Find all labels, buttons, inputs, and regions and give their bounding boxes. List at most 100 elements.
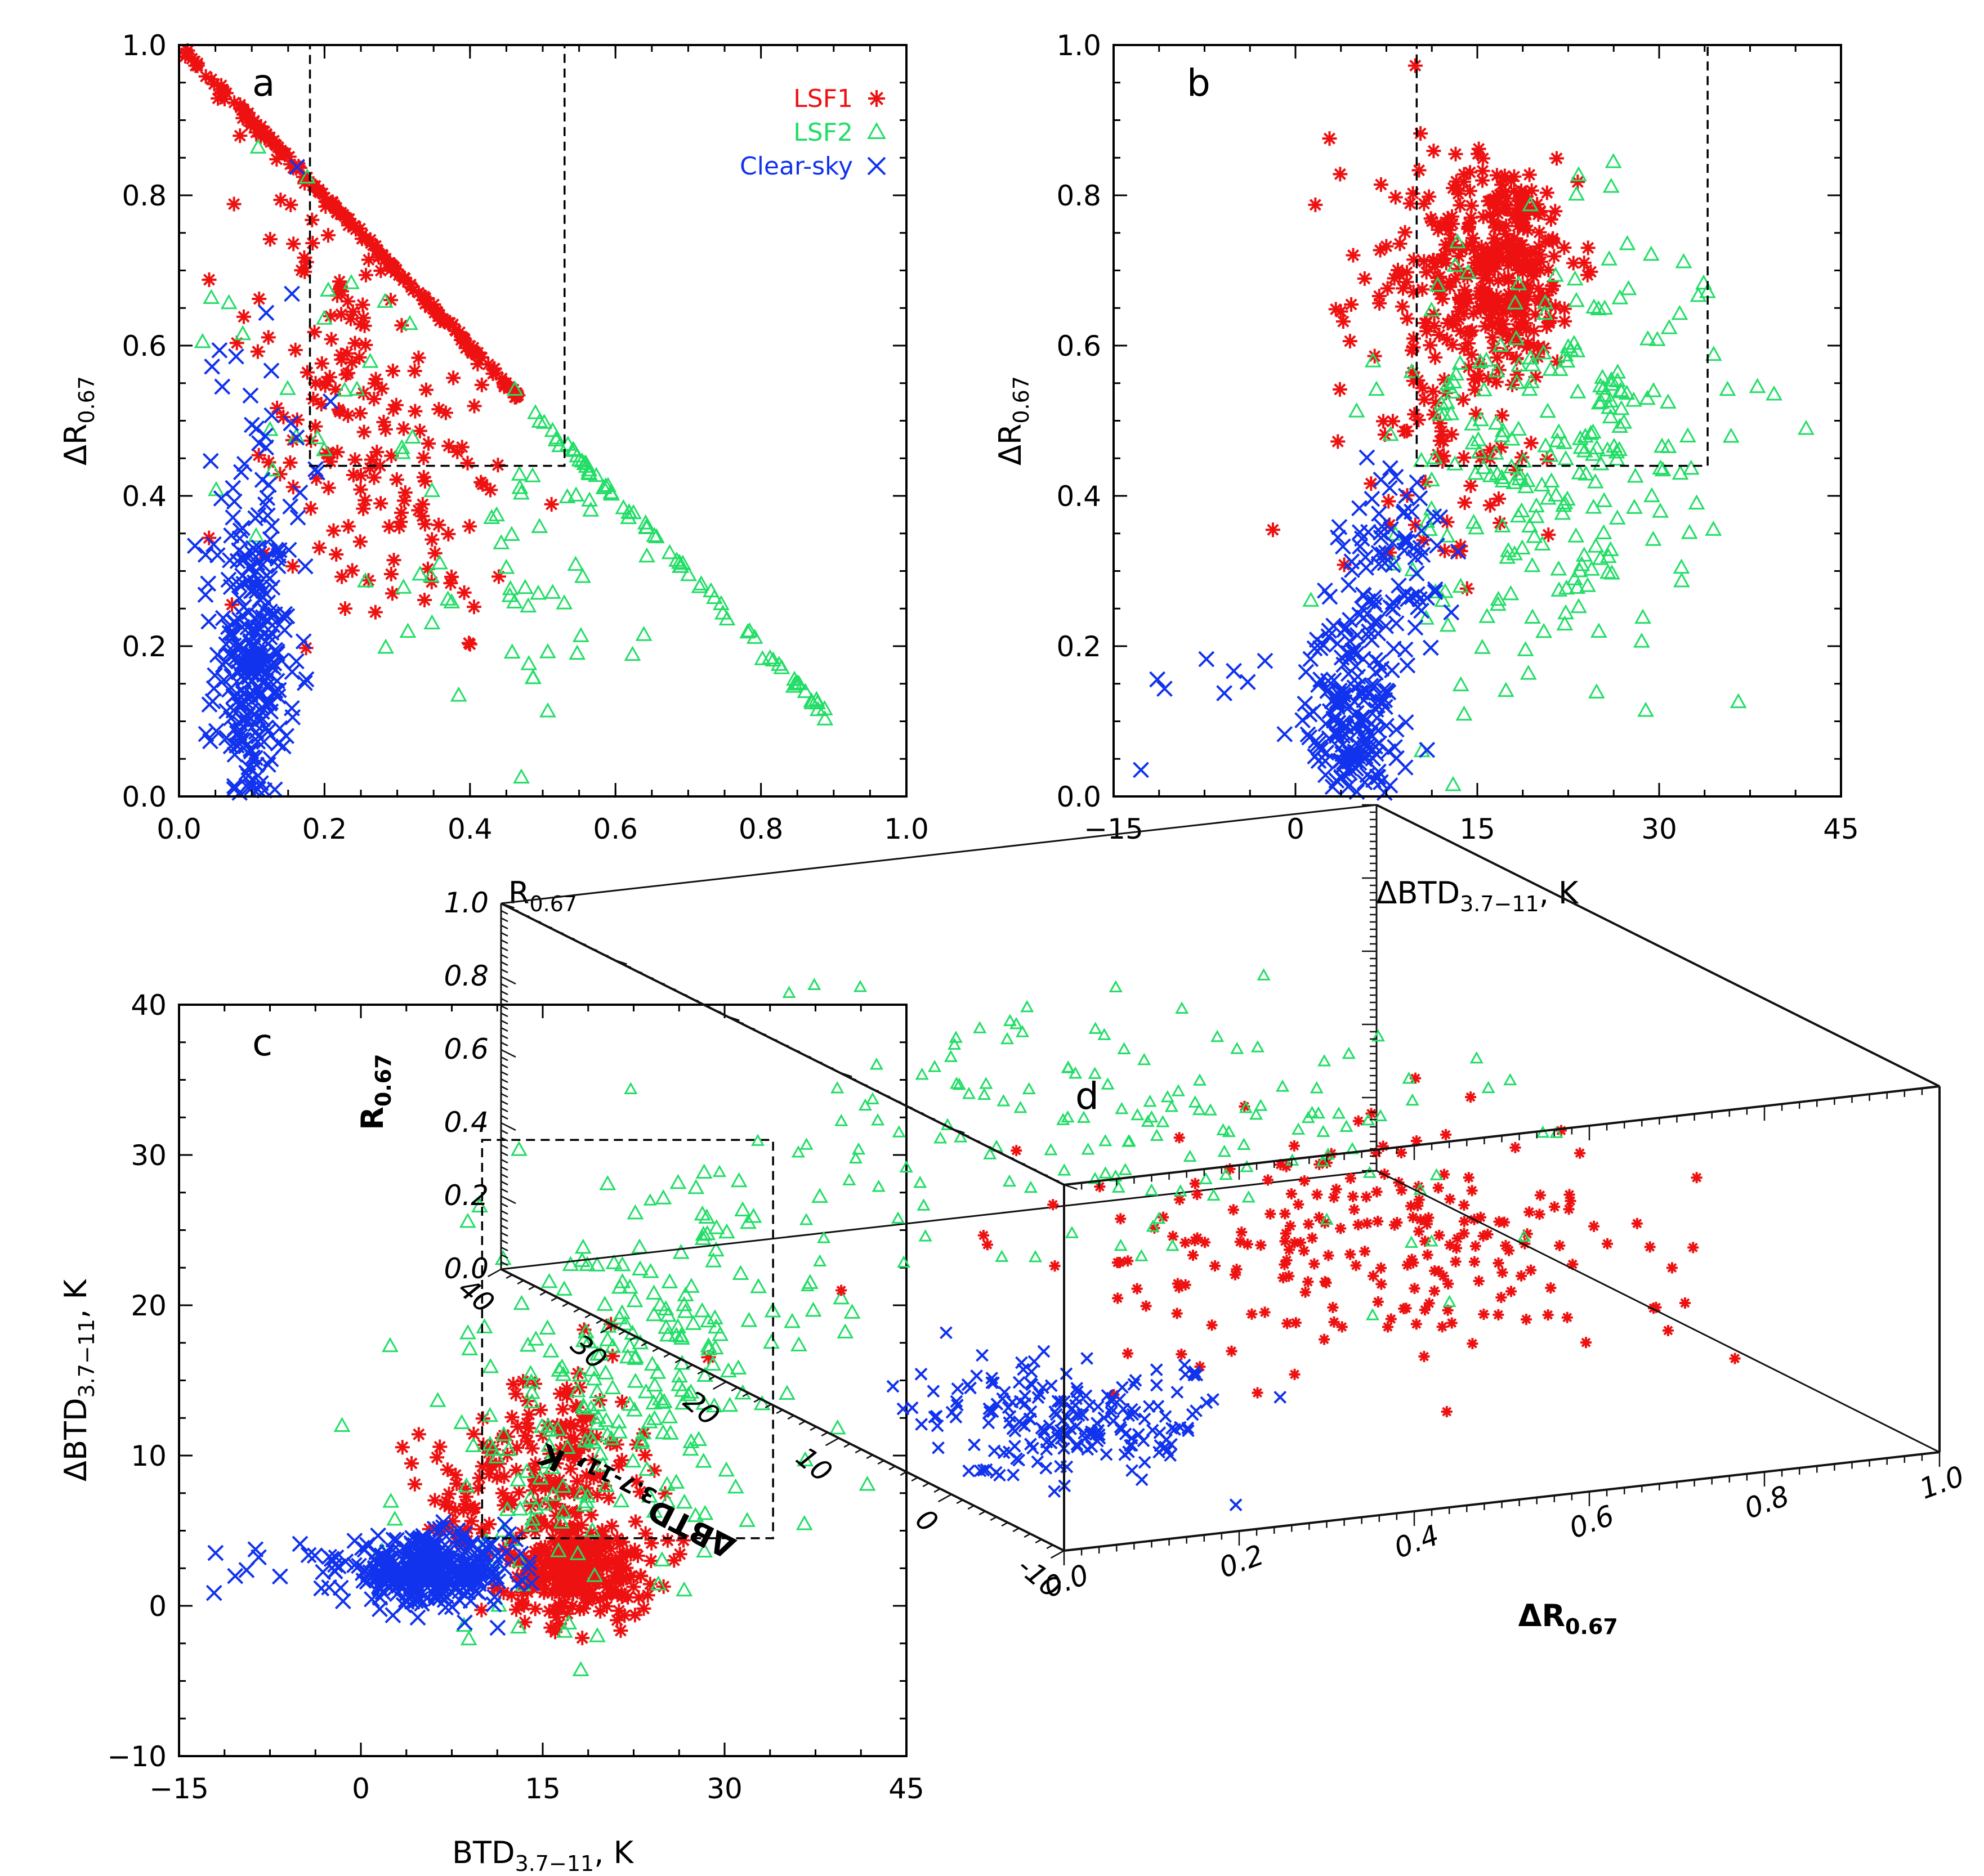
panel-b-point-lsf1-375 — [1407, 58, 1423, 73]
panel-b-point-lsf2-210 — [1513, 539, 1531, 554]
panel-c-y-axis-label: ΔBTD3.7−11, K — [58, 1278, 99, 1481]
panel-b-point-clear-140 — [1321, 623, 1338, 639]
panel-d-point-lsf1-96 — [1493, 1216, 1505, 1228]
panel-c-point-clear-251 — [346, 1557, 363, 1574]
panel-a-point-lsf1-358 — [462, 519, 477, 534]
panel-d-ytick — [1050, 1550, 1065, 1559]
panel-b-point-lsf2-109 — [1438, 393, 1456, 409]
panel-d-point-lsf2-1 — [1013, 1100, 1027, 1113]
panel-d-point-lsf1-171 — [1049, 1260, 1061, 1272]
panel-b-point-lsf1-454 — [1445, 337, 1460, 352]
panel-a-point-lsf2-67 — [620, 503, 638, 518]
panel-a-point-lsf2-101 — [525, 669, 542, 684]
panel-a-point-lsf1-280 — [347, 452, 363, 467]
panel-d-point-lsf1-206 — [1534, 1189, 1546, 1201]
panel-d-ztick-label-5: 1.0 — [444, 886, 489, 919]
panel-b-point-lsf1-415 — [1399, 275, 1414, 290]
panel-a-point-lsf2-0 — [531, 413, 548, 428]
panel-a-point-lsf1-341 — [416, 469, 431, 485]
panel-b-point-clear-274 — [1149, 671, 1166, 688]
panel-d-point-lsf2-110 — [962, 1086, 976, 1099]
panel-d-point-lsf1-101 — [1199, 1237, 1211, 1248]
panel-c-point-lsf2-153 — [720, 1362, 737, 1378]
panel-a-point-lsf1-168 — [180, 46, 195, 61]
panel-a-point-clear-301 — [213, 490, 230, 507]
panel-b-point-lsf2-243 — [1570, 598, 1587, 614]
panel-c-point-lsf2-7 — [627, 1372, 644, 1388]
panel-d-ztick — [501, 1078, 508, 1083]
panel-b-point-lsf2-248 — [1587, 538, 1605, 553]
panel-c-point-lsf2-207 — [488, 1448, 506, 1463]
panel-c-point-lsf2-175 — [685, 1315, 702, 1330]
panel-c-point-clear-240 — [372, 1580, 388, 1597]
panel-b-point-lsf2-205 — [1499, 548, 1516, 564]
panel-a-point-clear-260 — [243, 780, 260, 796]
panel-d-ytick — [1012, 1527, 1020, 1533]
panel-d-ztick-label-0: 0.0 — [444, 1252, 489, 1285]
panel-c-point-lsf2-169 — [673, 1354, 691, 1370]
panel-b-point-lsf2-159 — [1478, 351, 1495, 367]
panel-d-ytick-label-3: 20 — [677, 1384, 726, 1432]
panel-d-point-clear-33 — [1229, 1498, 1243, 1512]
panel-b-x-axis-label: ΔBTD3.7−11, K — [1377, 875, 1580, 916]
panel-d-ytick — [562, 1302, 569, 1308]
panel-d-ytick-top — [951, 1127, 965, 1134]
panel-d-point-lsf1-48 — [1563, 1203, 1575, 1215]
panel-d-point-lsf1-82 — [1327, 1301, 1339, 1313]
panel-a-point-clear-236 — [231, 542, 247, 559]
panel-b-point-lsf2-98 — [1502, 585, 1520, 601]
panel-a-point-clear-268 — [204, 358, 221, 375]
panel-d-point-lsf1-17 — [1344, 1172, 1356, 1184]
panel-b-point-lsf1-64 — [1442, 279, 1458, 294]
panel-b-point-lsf2-166 — [1536, 305, 1553, 320]
panel-a-point-lsf1-244 — [385, 363, 400, 378]
panel-b-point-lsf1-110 — [1457, 283, 1472, 298]
panel-a-point-clear-111 — [231, 590, 248, 607]
panel-c-point-lsf2-167 — [696, 1542, 713, 1558]
panel-d-edge-right-top — [1376, 804, 1940, 1087]
panel-d-point-lsf1-175 — [1429, 1265, 1441, 1277]
panel-d-point-lsf1-33 — [1466, 1185, 1478, 1197]
panel-c-point-lsf2-73 — [631, 1238, 648, 1254]
panel-a-point-lsf1-252 — [388, 397, 404, 413]
panel-c-point-lsf1-83 — [575, 1631, 590, 1646]
panel-b-point-lsf2-123 — [1550, 423, 1567, 438]
panel-d-ztick-label-2: 0.4 — [444, 1106, 489, 1139]
panel-b-point-lsf2-226 — [1579, 577, 1596, 592]
panel-b-point-lsf2-26 — [1423, 301, 1440, 317]
panel-c-point-lsf1-479 — [439, 1494, 454, 1509]
panel-a-ytick-label-3: 0.6 — [122, 330, 167, 362]
panel-a-point-lsf1-243 — [361, 252, 376, 267]
panel-c-point-lsf2-200 — [522, 1373, 540, 1389]
panel-d-point-clear-17 — [1097, 1411, 1111, 1425]
panel-c-point-lsf2-107 — [712, 1326, 729, 1341]
panel-d-point-lsf2-84 — [799, 1212, 814, 1225]
panel-a-point-lsf2-20 — [506, 380, 524, 396]
panel-b-point-clear-110 — [1397, 759, 1414, 776]
panel-d-point-lsf1-214 — [1179, 1237, 1191, 1248]
panel-a-point-clear-210 — [243, 558, 260, 575]
panel-a-point-clear-290 — [214, 378, 231, 395]
panel-d-point-lsf1-124 — [1112, 1292, 1124, 1304]
panel-d-point-lsf2-79 — [950, 1076, 964, 1089]
panel-c-point-lsf2-119 — [540, 1273, 558, 1288]
panel-b-point-clear-205 — [1384, 594, 1401, 611]
panel-c-point-lsf1-305 — [549, 1456, 564, 1471]
panel-d-point-lsf1-80 — [1468, 1256, 1480, 1268]
panel-a-point-clear-178 — [224, 629, 240, 646]
panel-b-point-clear-37 — [1310, 677, 1326, 693]
panel-c-point-lsf1-365 — [482, 1517, 497, 1532]
panel-c-point-lsf2-247 — [583, 1399, 600, 1415]
panel-a-point-clear-176 — [226, 781, 243, 798]
panel-b-point-lsf1-307 — [1514, 259, 1530, 274]
panel-c-point-lsf2-226 — [464, 1437, 482, 1452]
panel-d-ytick-top — [816, 1060, 823, 1064]
panel-b-point-lsf1-254 — [1520, 222, 1535, 238]
panel-a-point-lsf1-288 — [358, 492, 373, 508]
panel-a-point-lsf1-360 — [457, 585, 472, 600]
panel-d-point-lsf2-31 — [1429, 1168, 1444, 1180]
panel-c-point-lsf2-148 — [553, 1514, 570, 1529]
panel-b-point-lsf2-116 — [1654, 461, 1672, 477]
panel-d-point-lsf1-113 — [1131, 1283, 1143, 1295]
